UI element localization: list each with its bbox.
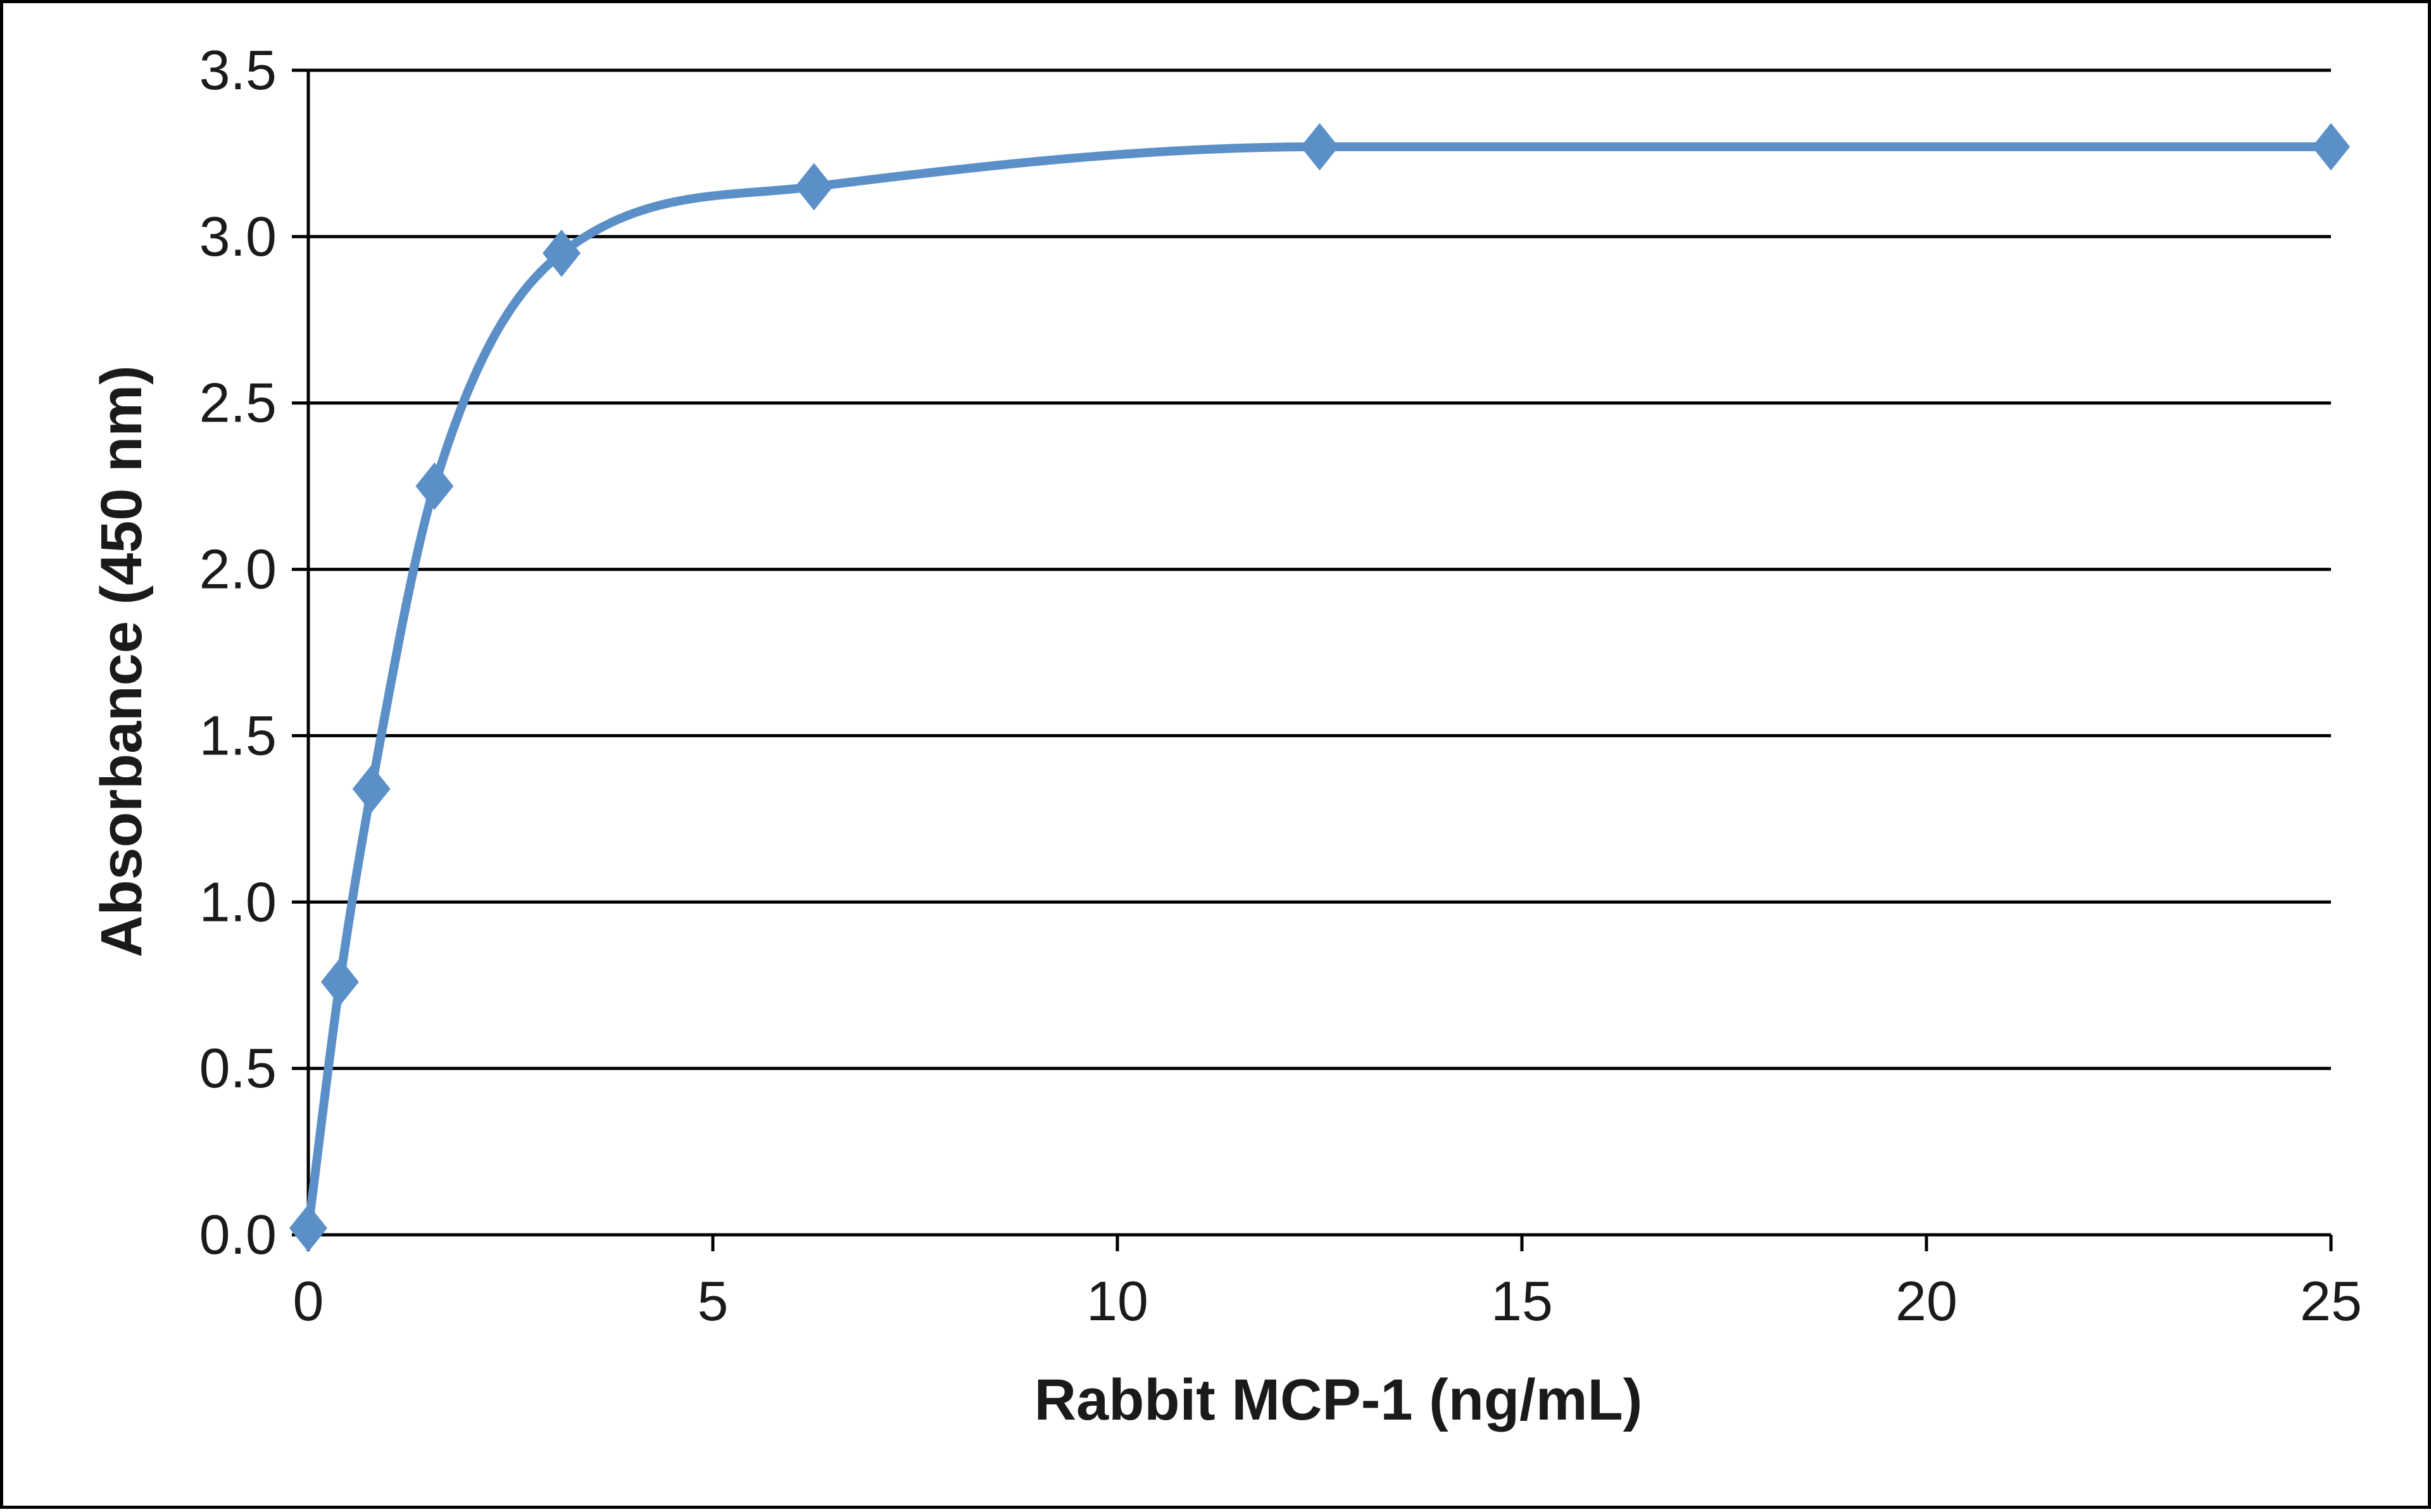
- x-tick-label: 25: [2300, 1270, 2362, 1332]
- data-point-marker: [795, 163, 833, 211]
- y-tick-label: 0.0: [199, 1203, 277, 1266]
- data-point-marker: [320, 958, 359, 1006]
- absorbance-chart: 0.0 0.5 1.0 1.5 2.0 2.5 3.0 3.5 0 5 10 15 20 25 Rabb…: [89, 39, 2362, 1432]
- x-tick-label: 20: [1895, 1270, 1957, 1332]
- y-tick-label: 1.0: [199, 870, 277, 933]
- gridlines: [308, 68, 2331, 1070]
- data-point-marker: [352, 765, 391, 813]
- x-tick-labels: 0 5 10 15 20 25: [293, 1270, 2362, 1332]
- data-point-marker: [2312, 123, 2350, 171]
- y-tick-labels: 0.0 0.5 1.0 1.5 2.0 2.5 3.0 3.5: [199, 39, 277, 1266]
- data-series: [304, 142, 2335, 1233]
- x-tick-label: 5: [698, 1270, 729, 1332]
- y-tick-label: 2.0: [199, 538, 277, 601]
- y-tick-label: 0.5: [199, 1037, 277, 1099]
- x-tick-label: 10: [1086, 1270, 1148, 1332]
- data-point-marker: [415, 462, 454, 510]
- x-axis-title: Rabbit MCP-1 (ng/mL): [1034, 1368, 1643, 1432]
- y-tick-label: 3.5: [199, 39, 277, 101]
- axes: [292, 68, 2333, 1251]
- series-line-0: [304, 142, 2335, 1233]
- data-markers: [289, 123, 2350, 1252]
- y-tick-label: 3.0: [199, 205, 277, 268]
- y-tick-label: 2.5: [199, 372, 277, 434]
- x-tick-label: 0: [293, 1270, 324, 1332]
- data-point-marker: [289, 1204, 327, 1252]
- data-point-marker: [1300, 123, 1339, 171]
- y-tick-label: 1.5: [199, 704, 277, 766]
- x-tick-label: 15: [1491, 1270, 1553, 1332]
- y-axis-title: Absorbance (450 nm): [89, 365, 154, 958]
- data-point-marker: [543, 229, 581, 277]
